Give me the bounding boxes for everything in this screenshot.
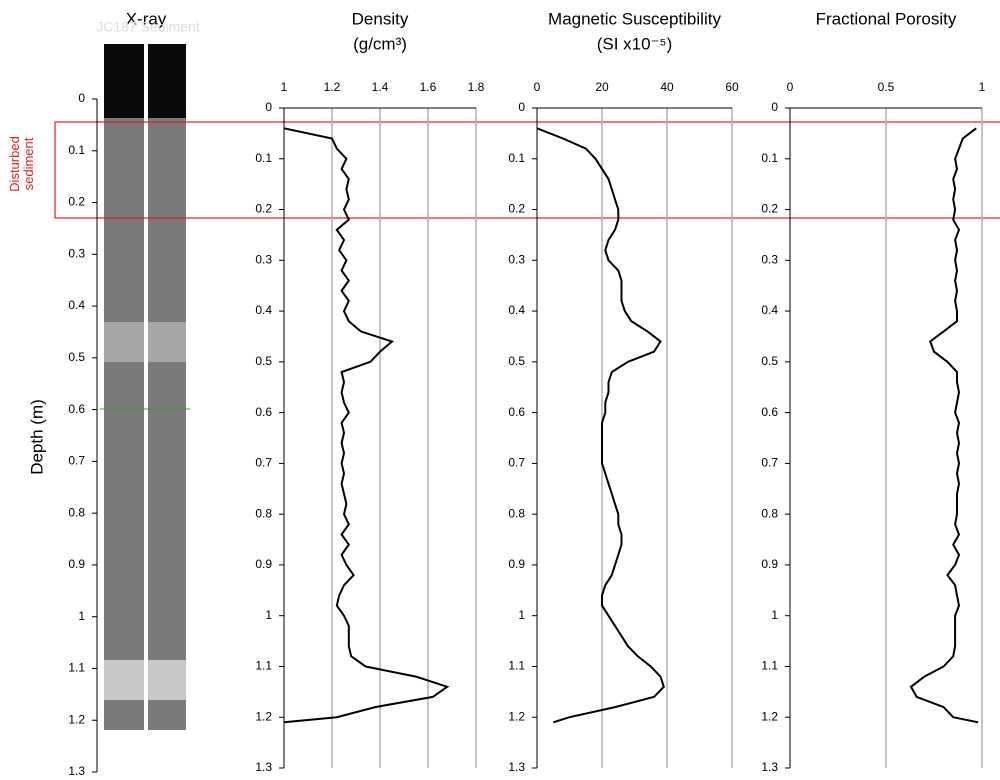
y-tick-label: 0.4 bbox=[761, 303, 778, 317]
y-tick-label: 0.4 bbox=[68, 298, 85, 312]
y-tick-label: 0 bbox=[771, 100, 778, 114]
y-tick-label: 0.5 bbox=[68, 350, 85, 364]
y-tick-label: 0.9 bbox=[761, 557, 778, 571]
y-tick-label: 0.5 bbox=[761, 354, 778, 368]
y-tick-label: 0 bbox=[265, 100, 272, 114]
y-tick-label: 1.3 bbox=[255, 760, 272, 774]
x-tick-label: 60 bbox=[725, 80, 739, 94]
y-tick-label: 1.1 bbox=[255, 659, 272, 673]
y-tick-label: 1.2 bbox=[508, 709, 525, 723]
y-tick-label: 0.2 bbox=[508, 202, 525, 216]
y-tick-label: 0.3 bbox=[508, 252, 525, 266]
y-tick-label: 0.7 bbox=[761, 456, 778, 470]
y-tick-label: 1.2 bbox=[68, 712, 85, 726]
y-tick-label: 0.7 bbox=[508, 456, 525, 470]
x-tick-label: 40 bbox=[660, 80, 674, 94]
y-tick-label: 0.3 bbox=[68, 246, 85, 260]
y-tick-label: 0.6 bbox=[68, 402, 85, 416]
x-tick-label: 1.6 bbox=[420, 80, 437, 94]
y-tick-label: 1.3 bbox=[508, 760, 525, 774]
chart-subtitle: (g/cm³) bbox=[353, 34, 407, 53]
x-tick-label: 20 bbox=[595, 80, 609, 94]
y-tick-label: 0 bbox=[78, 91, 85, 105]
x-tick-label: 1.4 bbox=[372, 80, 389, 94]
y-tick-label: 0.9 bbox=[508, 557, 525, 571]
y-tick-label: 1 bbox=[265, 608, 272, 622]
y-tick-label: 1 bbox=[518, 608, 525, 622]
x-tick-label: 1 bbox=[979, 80, 986, 94]
y-tick-label: 0.1 bbox=[761, 151, 778, 165]
y-tick-label: 0.3 bbox=[255, 252, 272, 266]
y-tick-label: 1 bbox=[78, 609, 85, 623]
y-tick-label: 1.1 bbox=[508, 659, 525, 673]
chart-title: Magnetic Susceptibility bbox=[548, 9, 721, 28]
y-tick-label: 0.6 bbox=[508, 405, 525, 419]
y-tick-label: 0.2 bbox=[255, 202, 272, 216]
y-tick-label: 1.1 bbox=[761, 659, 778, 673]
y-tick-label: 0.1 bbox=[508, 151, 525, 165]
depth-label: Depth (m) bbox=[27, 399, 46, 475]
y-tick-label: 0.3 bbox=[761, 252, 778, 266]
y-tick-label: 0.9 bbox=[68, 557, 85, 571]
y-tick-label: 0.4 bbox=[508, 303, 525, 317]
xray-image bbox=[100, 44, 190, 730]
x-tick-label: 1.2 bbox=[324, 80, 341, 94]
y-tick-label: 0.5 bbox=[508, 354, 525, 368]
y-tick-label: 1.2 bbox=[255, 709, 272, 723]
y-tick-label: 1.3 bbox=[761, 760, 778, 774]
y-tick-label: 0.4 bbox=[255, 303, 272, 317]
x-tick-label: 0 bbox=[534, 80, 541, 94]
y-tick-label: 0.7 bbox=[68, 454, 85, 468]
y-tick-label: 0.6 bbox=[761, 405, 778, 419]
x-tick-label: 1.8 bbox=[468, 80, 485, 94]
y-tick-label: 0.8 bbox=[68, 505, 85, 519]
line bbox=[283, 127, 450, 724]
disturbed-box bbox=[54, 121, 1000, 219]
y-tick-label: 0.8 bbox=[255, 506, 272, 520]
y-tick-label: 0.9 bbox=[255, 557, 272, 571]
y-tick-label: 1.3 bbox=[68, 764, 85, 778]
line bbox=[909, 127, 979, 724]
y-tick-label: 0.2 bbox=[761, 202, 778, 216]
x-tick-label: 0.5 bbox=[878, 80, 895, 94]
chart-title: Fractional Porosity bbox=[816, 9, 957, 28]
chart-title: Density bbox=[352, 9, 409, 28]
y-tick-label: 0.7 bbox=[255, 456, 272, 470]
y-tick-label: 0.8 bbox=[508, 506, 525, 520]
x-tick-label: 1 bbox=[281, 80, 288, 94]
y-tick-label: 0.8 bbox=[761, 506, 778, 520]
y-tick-label: 0.5 bbox=[255, 354, 272, 368]
y-tick-label: 0.1 bbox=[68, 143, 85, 157]
y-tick-label: 1.1 bbox=[68, 661, 85, 675]
xray-caption: JC187 Sediment bbox=[96, 19, 200, 35]
annotation: Disturbed sediment bbox=[7, 136, 36, 192]
y-tick-label: 0.2 bbox=[68, 195, 85, 209]
y-tick-label: 0.1 bbox=[255, 151, 272, 165]
y-tick-label: 0 bbox=[518, 100, 525, 114]
y-tick-label: 1 bbox=[771, 608, 778, 622]
chart-subtitle: (SI x10⁻⁵) bbox=[597, 34, 673, 53]
line bbox=[536, 127, 665, 724]
y-tick-label: 1.2 bbox=[761, 709, 778, 723]
y-tick-label: 0.6 bbox=[255, 405, 272, 419]
xray-title: X-ray bbox=[126, 9, 167, 28]
x-tick-label: 0 bbox=[787, 80, 794, 94]
